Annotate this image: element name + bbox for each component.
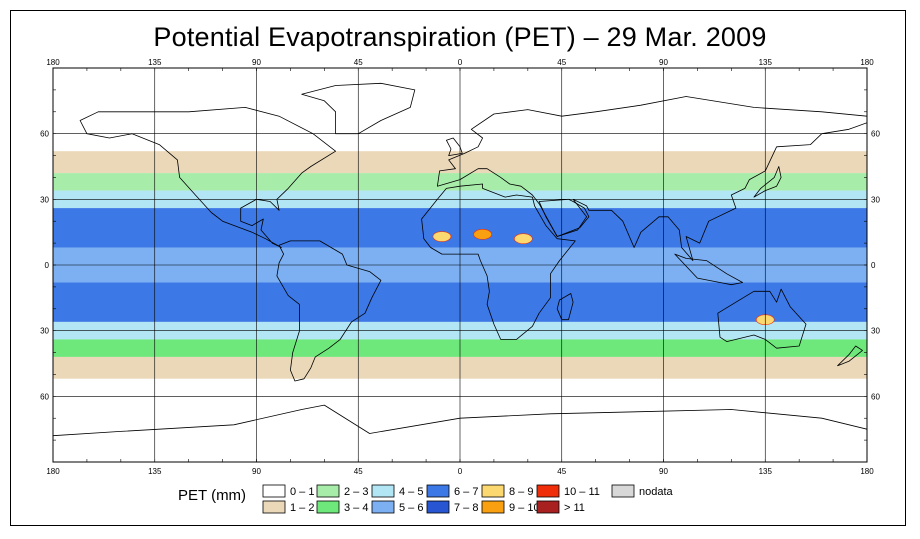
legend-label: 10 – 11 [564, 486, 600, 498]
legend-swatch [316, 500, 340, 514]
y-tick-label-left: 0 [45, 261, 50, 270]
hotspot-2 [432, 231, 452, 242]
x-tick-label-top: 0 [458, 58, 463, 67]
y-tick-label-right: 60 [871, 392, 880, 401]
legend-swatch [262, 500, 286, 514]
x-tick-label-bottom: 90 [252, 467, 261, 476]
outline-greenland [301, 82, 416, 135]
legend-label: 3 – 4 [344, 502, 368, 514]
legend-label: 7 – 8 [454, 502, 478, 514]
outline-australia [717, 288, 807, 349]
legend-label: nodata [639, 486, 674, 498]
y-tick-label-left: 60 [40, 130, 49, 139]
x-tick-label-top: 135 [759, 58, 773, 67]
legend-swatch [426, 500, 450, 514]
x-tick-label-bottom: 45 [354, 467, 363, 476]
legend-label: 2 – 3 [344, 486, 368, 498]
y-tick-label-right: 0 [871, 261, 876, 270]
legend-swatch [371, 484, 395, 498]
x-tick-label-bottom: 135 [759, 467, 773, 476]
x-tick-label-top: 90 [252, 58, 261, 67]
chart-title: Potential Evapotranspiration (PET) – 29 … [153, 22, 767, 52]
x-tick-label-bottom: 180 [46, 467, 60, 476]
x-tick-label-bottom: 45 [557, 467, 566, 476]
legend-swatch [481, 500, 505, 514]
outline-japan [753, 166, 782, 198]
legend-swatch [371, 500, 395, 514]
figure-frame [10, 10, 906, 526]
y-tick-label-left: 30 [40, 327, 49, 336]
y-tick-label-right: 30 [871, 195, 880, 204]
hotspot-1 [514, 233, 533, 245]
legend-label: 5 – 6 [399, 502, 423, 514]
legend-title: PET (mm) [178, 487, 246, 504]
x-tick-label-top: 45 [354, 58, 363, 67]
outline-new-zealand [837, 345, 863, 367]
legend-swatch [262, 484, 286, 498]
legend: PET (mm) 0 – 1 1 – 2 2 – 3 3 – 4 4 – 5 5 – 6 6 … [178, 484, 674, 514]
y-tick-label-left: 30 [40, 195, 49, 204]
x-tick-label-top: 180 [46, 58, 60, 67]
x-tick-label-bottom: 135 [148, 467, 162, 476]
legend-swatch [611, 484, 635, 498]
legend-label: 4 – 5 [399, 486, 423, 498]
legend-swatch [426, 484, 450, 498]
outline-arabia [538, 198, 590, 237]
pet-hotspots [432, 229, 775, 326]
x-tick-label-top: 180 [860, 58, 874, 67]
legend-swatch [536, 500, 560, 514]
legend-label: 9 – 10 [509, 502, 540, 514]
y-tick-label-right: 30 [871, 327, 880, 336]
legend-label: 1 – 2 [290, 502, 314, 514]
legend-label: 6 – 7 [454, 486, 478, 498]
x-tick-label-top: 135 [148, 58, 162, 67]
graticule [53, 68, 867, 462]
legend-swatch [536, 484, 560, 498]
y-tick-label-right: 60 [871, 130, 880, 139]
y-tick-label-left: 60 [40, 392, 49, 401]
axis-ticks: 180 180 135 135 90 90 45 45 0 0 45 45 90 90 135 135 180 1… [40, 58, 880, 476]
legend-label: 0 – 1 [290, 486, 314, 498]
legend-swatch [481, 484, 505, 498]
x-tick-label-bottom: 90 [659, 467, 668, 476]
outline-uk [446, 137, 463, 156]
outline-indonesia [674, 253, 743, 286]
outline-africa [421, 183, 576, 340]
x-tick-label-bottom: 180 [860, 467, 874, 476]
legend-swatch [316, 484, 340, 498]
outline-madagascar [556, 293, 574, 321]
x-tick-label-top: 90 [659, 58, 668, 67]
legend-label: > 11 [564, 502, 585, 514]
legend-label: 8 – 9 [509, 486, 533, 498]
hotspot-0 [473, 229, 492, 240]
x-tick-label-top: 45 [557, 58, 566, 67]
x-tick-label-bottom: 0 [458, 467, 463, 476]
outline-north-america [79, 107, 336, 248]
